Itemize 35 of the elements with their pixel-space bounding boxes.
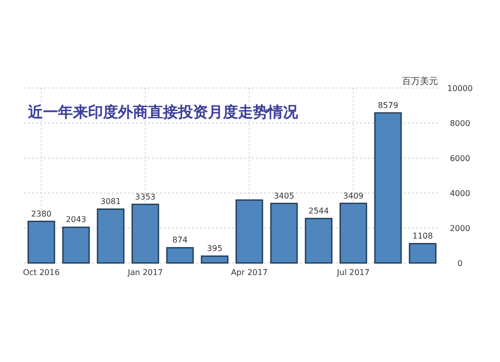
bar <box>166 247 194 264</box>
bar <box>62 226 90 264</box>
bar <box>374 112 402 264</box>
y-tick-label: 6000 <box>450 154 470 163</box>
bar <box>304 218 332 264</box>
bar <box>200 255 228 264</box>
bar <box>28 220 56 264</box>
bar <box>408 243 436 264</box>
bar <box>96 208 124 264</box>
bar <box>270 202 298 264</box>
data-label: 874 <box>172 236 188 245</box>
bar <box>132 204 160 264</box>
y-tick-label: 4000 <box>450 189 470 198</box>
bar <box>340 202 368 264</box>
data-label: 2380 <box>31 209 52 218</box>
y-tick-label: 2000 <box>450 224 470 233</box>
data-label: 3353 <box>135 192 156 202</box>
data-label: 3409 <box>343 191 364 200</box>
data-label: 395 <box>207 244 222 254</box>
x-tick-label: Oct 2016 <box>22 268 60 277</box>
y-tick-label: 0 <box>457 259 463 268</box>
text: 近一年来印度外商直接投资月度走势情况 <box>27 103 299 121</box>
x-tick-label: Apr 2017 <box>230 268 268 277</box>
x-tick-label: Jul 2017 <box>336 268 370 277</box>
x-tick-label: Jan 2017 <box>126 268 163 277</box>
data-label: 1108 <box>412 232 433 241</box>
data-label: 2544 <box>308 206 329 216</box>
y-axis-title: 百万美元 <box>402 76 438 87</box>
data-label: 3405 <box>274 191 294 200</box>
bar <box>236 199 264 264</box>
y-tick-label: 10000 <box>447 84 473 93</box>
data-label: 2043 <box>66 215 86 224</box>
data-label: 3081 <box>100 197 121 206</box>
y-tick-label: 8000 <box>450 119 470 128</box>
data-label: 8579 <box>378 100 398 110</box>
